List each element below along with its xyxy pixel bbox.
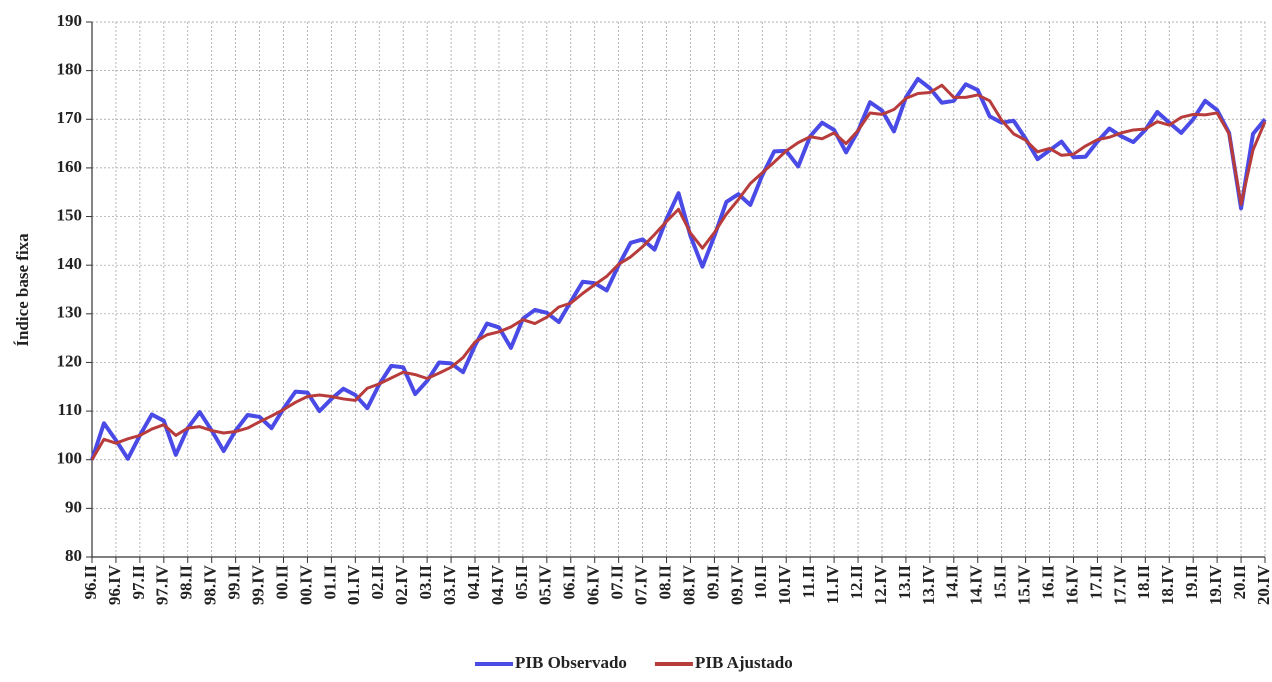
x-tick-label: 97.II (129, 565, 148, 600)
x-tick-label: 02.II (368, 565, 387, 600)
y-tick-label: 170 (57, 108, 83, 127)
x-tick-label: 07.II (608, 565, 627, 600)
legend-label: PIB Observado (515, 653, 627, 672)
x-tick-label: 11.IV (823, 564, 842, 604)
x-tick-label: 20.IV (1254, 564, 1272, 605)
x-tick-label: 20.II (1230, 565, 1249, 600)
x-tick-label: 06.II (560, 565, 579, 600)
y-tick-label: 90 (65, 497, 82, 516)
y-tick-label: 140 (57, 254, 83, 273)
x-tick-label: 06.IV (584, 564, 603, 605)
x-tick-label: 15.II (991, 565, 1010, 600)
x-tick-label: 12.IV (871, 564, 890, 605)
x-tick-label: 14.II (943, 565, 962, 600)
x-tick-label: 98.IV (201, 564, 220, 605)
y-tick-label: 190 (57, 11, 83, 30)
x-tick-label: 99.II (225, 565, 244, 600)
x-tick-label: 05.II (512, 565, 531, 600)
x-tick-label: 08.IV (679, 564, 698, 605)
x-tick-label: 19.II (1182, 565, 1201, 600)
y-axis-title: Índice base fixa (13, 233, 32, 347)
x-tick-label: 16.II (1038, 565, 1057, 600)
x-tick-label: 97.IV (153, 564, 172, 605)
x-tick-label: 18.II (1134, 565, 1153, 600)
x-tick-label: 96.II (81, 565, 100, 600)
x-tick-label: 96.IV (105, 564, 124, 605)
x-tick-label: 10.IV (775, 564, 794, 605)
x-tick-label: 19.IV (1206, 564, 1225, 605)
x-tick-label: 99.IV (248, 564, 267, 605)
y-tick-label: 120 (57, 351, 83, 370)
x-tick-label: 98.II (177, 565, 196, 600)
series-line (90, 83, 1267, 461)
x-tick-label: 13.IV (919, 564, 938, 605)
x-tick-label: 03.IV (440, 564, 459, 605)
y-tick-label: 180 (57, 60, 83, 79)
x-tick-label: 15.IV (1015, 564, 1034, 605)
x-tick-label: 07.IV (631, 564, 650, 605)
x-tick-label: 01.IV (344, 564, 363, 605)
x-tick-label: 10.II (751, 565, 770, 600)
x-tick-label: 17.IV (1110, 564, 1129, 605)
x-tick-label: 11.II (799, 565, 818, 599)
y-tick-label: 110 (57, 400, 82, 419)
y-tick-label: 80 (65, 546, 82, 565)
x-tick-label: 00.II (272, 565, 291, 600)
x-tick-label: 09.II (703, 565, 722, 600)
x-tick-label: 08.II (655, 565, 674, 600)
y-tick-label: 150 (57, 205, 83, 224)
x-tick-label: 03.II (416, 565, 435, 600)
x-tick-label: 13.II (895, 565, 914, 600)
x-tick-label: 17.II (1086, 565, 1105, 600)
x-tick-label: 18.IV (1158, 564, 1177, 605)
x-tick-label: 04.IV (488, 564, 507, 605)
x-tick-label: 04.II (464, 565, 483, 600)
y-tick-label: 160 (57, 157, 83, 176)
legend-label: PIB Ajustado (695, 653, 793, 672)
y-tick-label: 130 (57, 303, 83, 322)
x-tick-label: 16.IV (1062, 564, 1081, 605)
x-tick-label: 14.IV (967, 564, 986, 605)
x-tick-label: 12.II (847, 565, 866, 600)
x-tick-label: 05.IV (536, 564, 555, 605)
x-tick-label: 09.IV (727, 564, 746, 605)
x-tick-label: 00.IV (296, 564, 315, 605)
x-tick-label: 01.II (320, 565, 339, 600)
x-tick-label: 02.IV (392, 564, 411, 605)
y-tick-label: 100 (57, 449, 83, 468)
series-line (90, 76, 1267, 461)
